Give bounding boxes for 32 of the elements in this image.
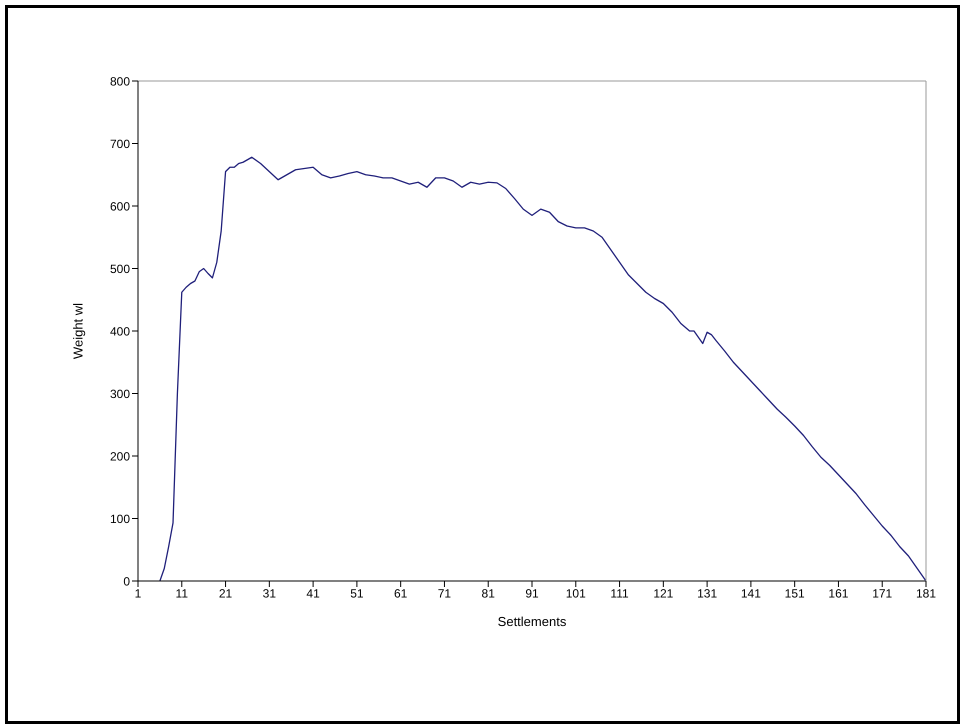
x-tick-label: 81 — [482, 586, 496, 601]
y-tick-label: 700 — [110, 136, 130, 151]
y-tick-label: 400 — [110, 324, 130, 338]
y-tick-label: 600 — [110, 199, 130, 214]
x-tick-label: 151 — [784, 586, 805, 601]
x-tick-label: 51 — [350, 586, 364, 601]
y-tick-label: 500 — [110, 262, 130, 276]
x-tick-label: 21 — [218, 586, 233, 601]
y-tick-label: 0 — [123, 574, 130, 588]
x-tick-label: 101 — [566, 586, 586, 601]
y-axis-title: Weight wl — [70, 302, 86, 360]
x-tick-label: 141 — [740, 586, 762, 601]
y-tick-label: 300 — [110, 386, 130, 401]
x-tick-label: 11 — [176, 586, 188, 601]
y-tick-label: 800 — [110, 74, 130, 88]
x-tick-label: 131 — [697, 586, 718, 601]
x-tick-label: 91 — [525, 586, 539, 601]
x-tick-label: 61 — [394, 586, 408, 601]
x-tick-label: 121 — [653, 586, 674, 601]
x-tick-label: 71 — [438, 586, 452, 601]
x-tick-label: 161 — [828, 586, 849, 601]
x-tick-label: 1 — [134, 586, 142, 601]
x-tick-label: 31 — [262, 586, 276, 601]
y-tick-label: 100 — [110, 512, 130, 526]
x-axis-title: Settlements — [498, 614, 567, 629]
x-tick-label: 41 — [306, 586, 320, 601]
x-tick-label: 181 — [916, 586, 936, 601]
x-tick-label: 111 — [610, 586, 629, 601]
y-tick-label: 200 — [110, 449, 130, 464]
chart-frame: 1 11 21 31 41 51 61 71 81 91 101 111 121 131 141 151 161 171 181 Settlements 0 100 200 300 400 500 600 700 800 Weight wl — [5, 5, 960, 724]
line-series — [159, 156, 926, 581]
x-tick-label: 171 — [872, 586, 893, 601]
